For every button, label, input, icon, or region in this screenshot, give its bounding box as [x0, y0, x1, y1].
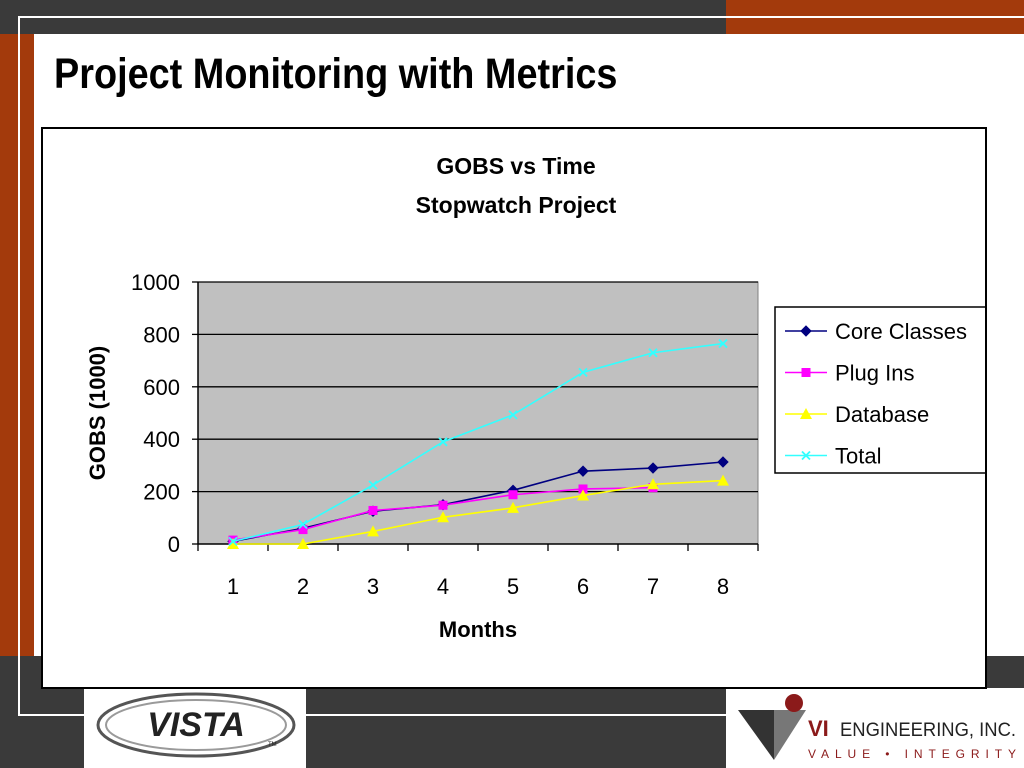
data-point-total [718, 338, 728, 349]
y-tick-label: 1000 [131, 270, 180, 295]
x-tick-label: 4 [437, 574, 449, 599]
data-point-total [508, 410, 518, 420]
chart-title: GOBS vs Time [436, 153, 595, 179]
vi-engineering-logo: VI ENGINEERING, INC. VALUE • INTEGRITY [738, 694, 1016, 761]
x-tick-label: 6 [577, 574, 589, 599]
legend-label-core-classes: Core Classes [835, 319, 967, 344]
data-point-plug-ins [438, 500, 448, 510]
data-point-total [648, 348, 658, 358]
data-point-database [577, 489, 589, 501]
x-tick-label: 7 [647, 574, 659, 599]
x-tick-label: 3 [367, 574, 379, 599]
chart-container: GOBS vs Time Stopwatch Project 0 200 400 600 8… [41, 127, 987, 689]
data-point-plug-ins [578, 484, 588, 494]
y-tick-label: 400 [143, 427, 180, 452]
chart-subtitle: Stopwatch Project [416, 192, 617, 218]
data-point-database [647, 478, 659, 490]
vista-logo-inner-ring [105, 699, 287, 751]
vista-logo: VISTA TM [96, 692, 296, 758]
data-point-plug-ins [368, 505, 378, 515]
x-tick-label: 2 [297, 574, 309, 599]
plot-area [197, 281, 759, 545]
data-point-total [298, 519, 308, 529]
data-point-total [438, 437, 448, 447]
y-tick-label: 600 [143, 375, 180, 400]
data-point-database [367, 525, 379, 537]
chart-svg: GOBS vs Time Stopwatch Project 0 200 400 600 8… [85, 153, 985, 642]
y-tick-label: 0 [168, 532, 180, 557]
legend-box [774, 306, 985, 474]
data-point-database [437, 511, 449, 523]
vista-logo-text: VISTA [147, 706, 245, 744]
vi-logo-dot-icon [785, 694, 803, 712]
data-point-database [507, 501, 519, 513]
data-point-plug-ins [508, 490, 518, 500]
left-frame-line [18, 16, 20, 716]
data-point-total [228, 536, 238, 547]
x-axis-label: Months [439, 617, 517, 642]
legend-label-plug-ins: Plug Ins [835, 361, 915, 386]
vi-logo-engineering: ENGINEERING, INC. [840, 720, 1016, 741]
top-frame-line [18, 16, 1024, 18]
x-tick-label: 1 [227, 574, 239, 599]
series-line-total [232, 342, 724, 543]
vi-logo-v-right [774, 710, 806, 760]
x-tick-label: 8 [717, 574, 729, 599]
vi-logo-company: VI [808, 716, 829, 741]
data-point-database [227, 538, 239, 549]
x-tick-label: 5 [507, 574, 519, 599]
data-point-core-classes [717, 456, 729, 468]
vista-logo-tm: TM [268, 742, 277, 748]
vi-logo-tagline: VALUE • INTEGRITY [808, 747, 1016, 761]
legend-marker-database [800, 408, 812, 419]
bottom-frame-line [18, 714, 1024, 716]
legend-label-total: Total [835, 444, 881, 469]
data-point-core-classes [647, 462, 659, 474]
data-point-total [578, 367, 588, 378]
legend-marker-total [801, 450, 811, 461]
y-tick-label: 200 [143, 480, 180, 505]
data-point-plug-ins [298, 525, 308, 535]
y-tick-label: 800 [143, 322, 180, 347]
legend-marker-plug-ins [801, 368, 811, 377]
legend-label-database: Database [835, 402, 929, 427]
series-line-core-classes [232, 461, 724, 543]
vista-logo-outer-ring [96, 692, 296, 758]
series-line-database [233, 479, 724, 545]
slide-title: Project Monitoring with Metrics [54, 50, 618, 98]
vi-logo-v-left [738, 710, 774, 760]
left-orange-band [0, 34, 34, 656]
data-point-total [368, 480, 378, 490]
data-point-core-classes [577, 465, 589, 477]
data-point-database [297, 538, 309, 549]
legend-marker-core-classes [800, 325, 812, 337]
y-axis-label: GOBS (1000) [85, 346, 110, 481]
data-point-database [717, 474, 729, 486]
